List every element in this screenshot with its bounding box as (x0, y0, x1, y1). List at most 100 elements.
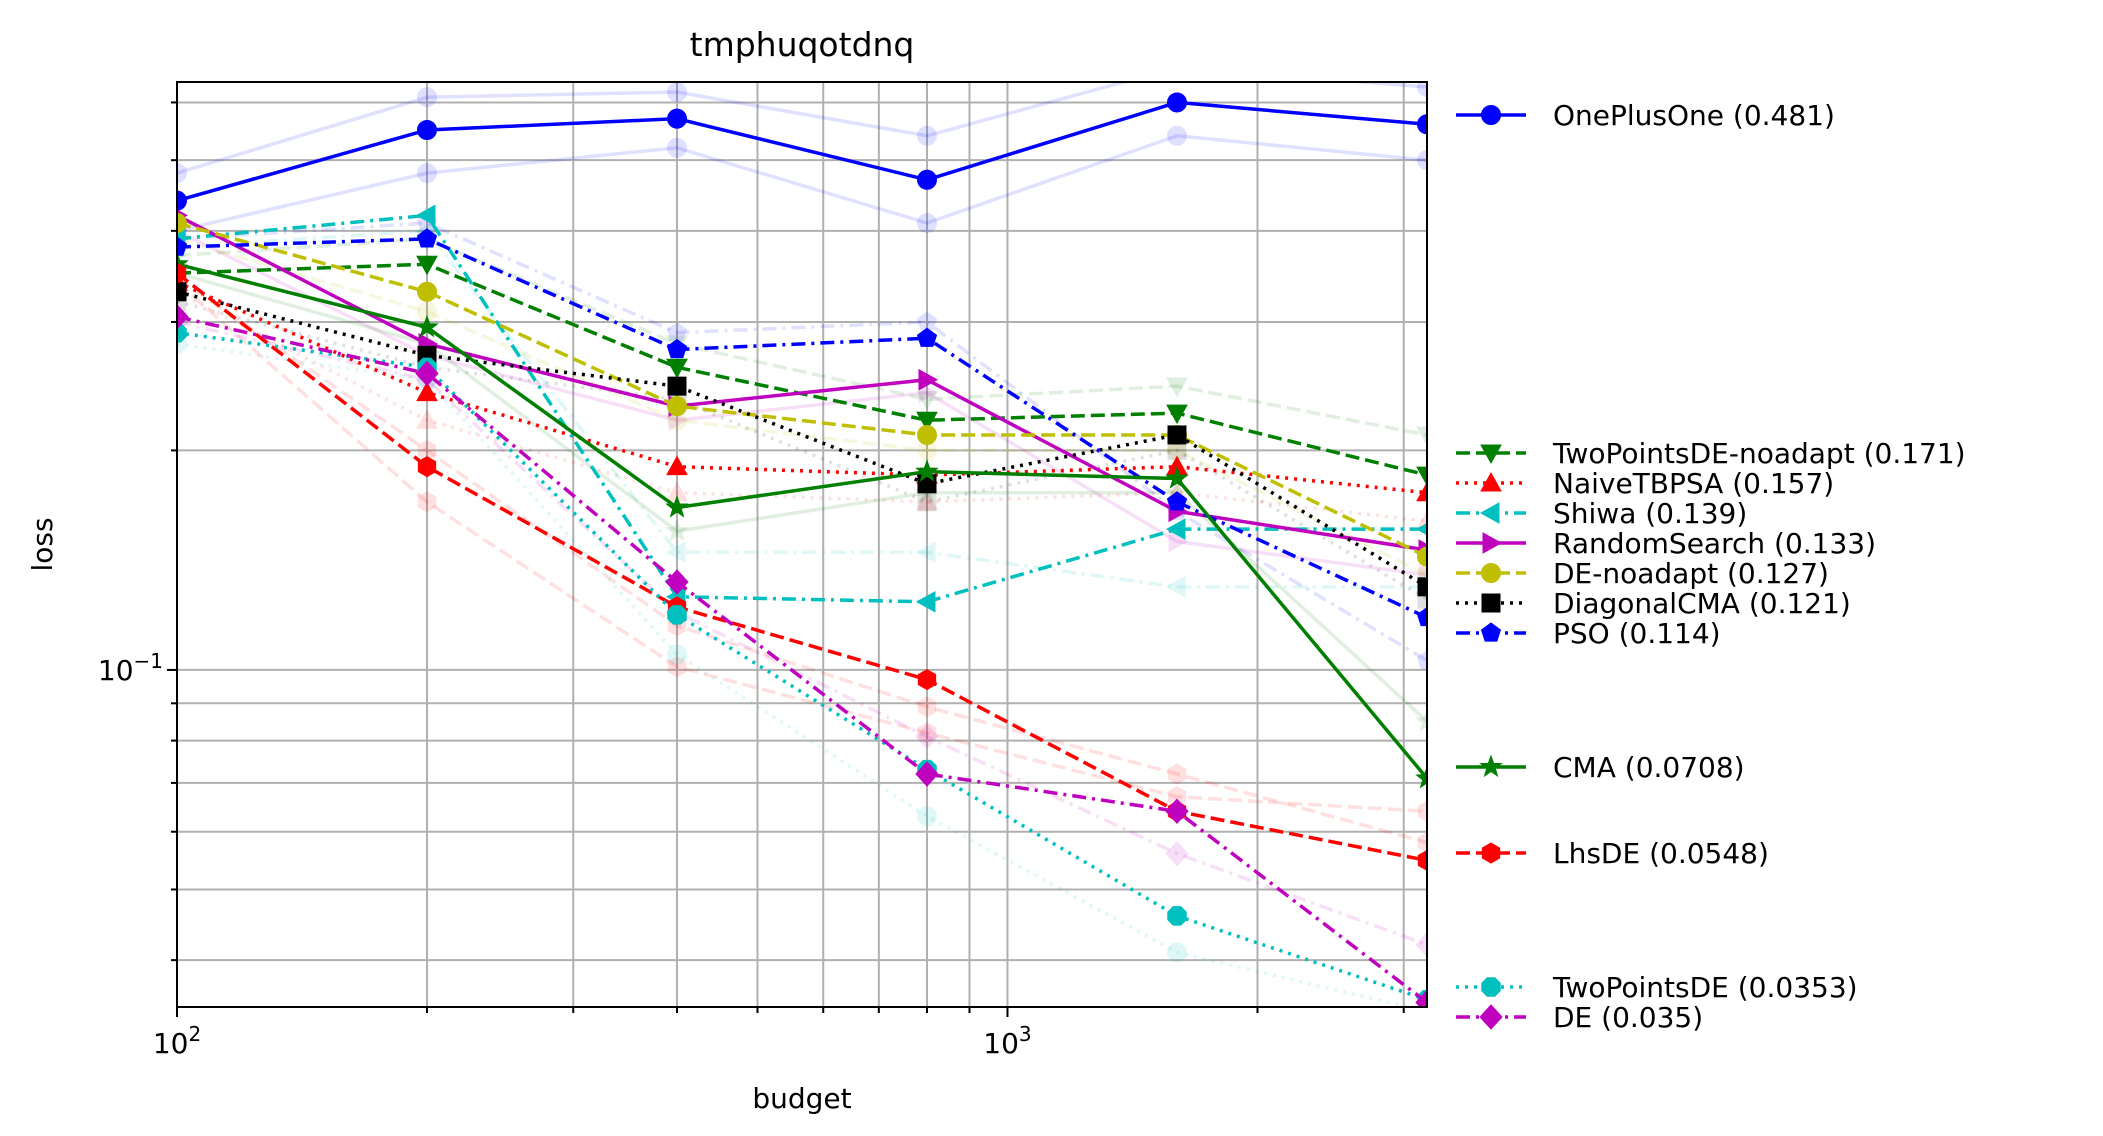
data-point (417, 456, 437, 478)
legend-label: DE (0.035) (1553, 1001, 1703, 1034)
data-point (665, 541, 686, 564)
data-point (917, 424, 937, 445)
legend-label: OnePlusOne (0.481) (1553, 99, 1835, 132)
y-tick-label: 10−1 (98, 649, 163, 687)
axis-ticks: 102 103 10−1 (98, 101, 1405, 1060)
legend-entry: OnePlusOne (0.481) (1456, 99, 1835, 132)
data-point (666, 338, 688, 359)
data-point (1481, 563, 1501, 583)
faded-run-line (177, 82, 1427, 175)
data-point (177, 262, 187, 284)
data-point (917, 213, 937, 234)
data-point (667, 656, 687, 678)
data-point (415, 360, 439, 387)
series-line (177, 221, 1427, 559)
y-axis-label: loss (26, 517, 59, 571)
data-point (916, 490, 938, 511)
grid-lines (176, 82, 1427, 1007)
faded-run (177, 228, 1427, 585)
legend-entry: PSO (0.114) (1456, 617, 1721, 650)
data-point (1417, 849, 1427, 872)
series-line (177, 262, 1427, 780)
faded-run-line (177, 237, 1427, 577)
series-cma (177, 251, 1427, 789)
data-point (917, 806, 937, 827)
data-point (1416, 649, 1427, 670)
data-point (665, 518, 689, 542)
data-point (1417, 82, 1427, 97)
data-point (1165, 575, 1186, 598)
data-point (1480, 622, 1502, 642)
data-point (917, 696, 937, 718)
data-point (1481, 105, 1501, 125)
data-point (666, 455, 688, 476)
data-point (1415, 989, 1427, 1007)
data-point (1480, 471, 1502, 492)
data-point (1482, 532, 1503, 554)
data-point (667, 376, 687, 396)
data-point (915, 761, 939, 787)
data-point (1417, 831, 1427, 854)
data-point (1416, 606, 1427, 627)
data-point (1480, 444, 1502, 465)
data-point (177, 213, 187, 234)
legend-entry: DE-noadapt (0.127) (1456, 557, 1829, 590)
data-point (177, 304, 189, 330)
legend-entry: NaiveTBPSA (0.157) (1456, 467, 1834, 500)
data-point (177, 163, 187, 184)
faded-runs (177, 82, 1427, 1007)
series-lines (177, 92, 1427, 1007)
legend-entry: DiagonalCMA (0.121) (1456, 587, 1851, 620)
data-point (1417, 114, 1427, 135)
x-axis-label: budget (752, 1082, 851, 1115)
legend-label: Shiwa (0.139) (1553, 497, 1747, 530)
legend-label: CMA (0.0708) (1553, 751, 1745, 784)
data-point (416, 255, 438, 276)
data-point (177, 322, 187, 343)
legend: OnePlusOne (0.481) TwoPointsDE-noadapt (0… (1456, 99, 1966, 1034)
data-point (177, 292, 187, 312)
data-point (417, 119, 437, 140)
faded-run-line (177, 290, 1427, 523)
data-point (177, 282, 187, 302)
plot-frame (176, 81, 1428, 1008)
data-point (918, 368, 939, 391)
legend-label: TwoPointsDE-noadapt (0.171) (1552, 437, 1966, 470)
legend-label: TwoPointsDE (0.0353) (1552, 971, 1858, 1004)
faded-run-line (177, 281, 1427, 814)
legend-entry: LhsDE (0.0548) (1456, 837, 1769, 870)
data-point (665, 495, 689, 518)
data-point (1168, 530, 1189, 553)
data-point (1479, 1004, 1503, 1030)
series-lhsde (177, 262, 1427, 872)
data-point (1167, 763, 1187, 785)
data-point (1166, 491, 1188, 511)
data-point (666, 322, 688, 342)
data-point (1167, 92, 1187, 113)
data-point (1416, 466, 1427, 487)
data-point (416, 409, 438, 429)
series-line (177, 237, 1427, 620)
series-line (177, 100, 1427, 203)
faded-run-line (177, 229, 1427, 589)
legend-label: PSO (0.114) (1553, 617, 1721, 650)
data-point (1417, 800, 1427, 822)
data-point (1167, 425, 1187, 445)
data-point (1165, 466, 1189, 489)
data-point (1165, 798, 1189, 825)
legend-label: LhsDE (0.0548) (1553, 837, 1769, 870)
faded-run (177, 82, 1427, 184)
data-point (1479, 754, 1503, 778)
data-point (1415, 765, 1427, 789)
legend-entry: RandomSearch (0.133) (1456, 527, 1876, 560)
data-point (1167, 125, 1187, 146)
data-point (416, 381, 438, 402)
data-point (417, 281, 437, 302)
data-point (667, 137, 687, 158)
data-point (917, 669, 937, 691)
legend-label: NaiveTBPSA (0.157) (1553, 467, 1834, 500)
data-point (665, 569, 689, 595)
series-randomsearch (177, 209, 1427, 561)
data-point (917, 722, 937, 744)
